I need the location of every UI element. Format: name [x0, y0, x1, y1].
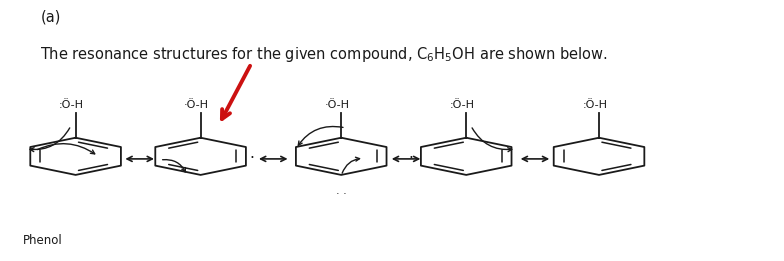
Text: :Ö-H: :Ö-H: [450, 100, 475, 110]
Text: (a): (a): [41, 9, 61, 24]
Text: Phenol: Phenol: [23, 234, 62, 247]
Text: :Ö-H: :Ö-H: [60, 100, 84, 110]
Text: · ·: · ·: [336, 189, 347, 199]
Text: ·: ·: [408, 151, 413, 166]
Text: ·Ö-H: ·Ö-H: [184, 100, 209, 110]
Text: ·Ö-H: ·Ö-H: [325, 100, 350, 110]
Text: The resonance structures for the given compound, $\mathsf{C_6H_5OH}$ are shown b: The resonance structures for the given c…: [41, 45, 608, 64]
Text: ·: ·: [250, 151, 255, 166]
Text: :Ö-H: :Ö-H: [583, 100, 608, 110]
